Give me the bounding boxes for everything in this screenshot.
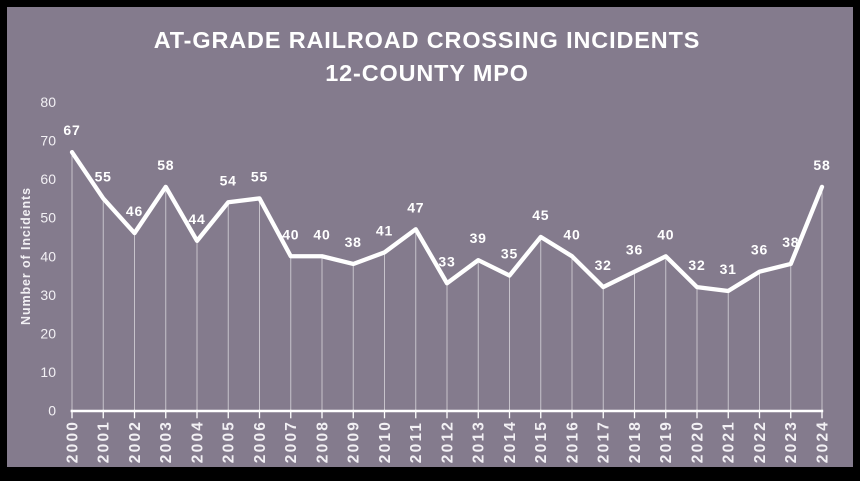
svg-text:2024: 2024 — [814, 420, 831, 463]
svg-text:2021: 2021 — [721, 420, 738, 463]
svg-text:2003: 2003 — [158, 420, 175, 463]
svg-text:2002: 2002 — [127, 420, 144, 463]
svg-text:39: 39 — [470, 230, 487, 246]
svg-text:32: 32 — [595, 257, 612, 273]
svg-text:2000: 2000 — [64, 420, 81, 463]
svg-text:2004: 2004 — [189, 420, 206, 463]
svg-text:20: 20 — [40, 325, 56, 341]
svg-text:70: 70 — [40, 133, 56, 149]
svg-text:80: 80 — [40, 94, 56, 110]
svg-text:33: 33 — [438, 253, 455, 269]
svg-text:2014: 2014 — [502, 420, 519, 463]
svg-text:0: 0 — [48, 403, 56, 419]
svg-text:40: 40 — [313, 226, 330, 242]
svg-text:AT-GRADE RAILROAD CROSSING INC: AT-GRADE RAILROAD CROSSING INCIDENTS — [154, 27, 701, 53]
svg-text:2013: 2013 — [471, 420, 488, 463]
svg-text:36: 36 — [751, 242, 768, 258]
svg-text:10: 10 — [40, 364, 56, 380]
svg-text:36: 36 — [626, 242, 643, 258]
svg-text:2018: 2018 — [627, 420, 644, 463]
svg-text:2016: 2016 — [564, 420, 581, 463]
svg-text:55: 55 — [95, 168, 112, 184]
svg-text:31: 31 — [720, 261, 737, 277]
svg-text:30: 30 — [40, 287, 56, 303]
svg-text:2010: 2010 — [377, 420, 394, 463]
svg-text:2009: 2009 — [346, 420, 363, 463]
svg-text:2008: 2008 — [314, 420, 331, 463]
svg-text:2022: 2022 — [752, 420, 769, 463]
svg-text:2012: 2012 — [439, 420, 456, 463]
svg-text:2023: 2023 — [783, 420, 800, 463]
svg-text:40: 40 — [282, 226, 299, 242]
svg-text:2001: 2001 — [96, 420, 113, 463]
svg-text:32: 32 — [688, 257, 705, 273]
svg-text:40: 40 — [563, 226, 580, 242]
svg-text:2011: 2011 — [408, 421, 425, 463]
svg-text:67: 67 — [63, 122, 80, 138]
svg-text:45: 45 — [532, 207, 549, 223]
svg-text:58: 58 — [813, 157, 830, 173]
svg-text:12-COUNTY MPO: 12-COUNTY MPO — [325, 60, 529, 86]
svg-text:2005: 2005 — [221, 420, 238, 463]
svg-text:55: 55 — [251, 168, 268, 184]
svg-text:54: 54 — [220, 172, 237, 188]
svg-text:2019: 2019 — [658, 420, 675, 463]
svg-text:35: 35 — [501, 246, 518, 262]
svg-text:38: 38 — [345, 234, 362, 250]
svg-text:2017: 2017 — [596, 420, 613, 463]
svg-text:38: 38 — [782, 234, 799, 250]
svg-text:47: 47 — [407, 199, 424, 215]
svg-text:44: 44 — [188, 211, 205, 227]
svg-text:40: 40 — [40, 248, 56, 264]
svg-text:50: 50 — [40, 210, 56, 226]
svg-text:40: 40 — [657, 226, 674, 242]
svg-text:60: 60 — [40, 171, 56, 187]
svg-text:2007: 2007 — [283, 420, 300, 463]
svg-text:58: 58 — [157, 157, 174, 173]
svg-text:2020: 2020 — [689, 420, 706, 463]
svg-text:2006: 2006 — [252, 420, 269, 463]
svg-text:41: 41 — [376, 222, 393, 238]
svg-text:2015: 2015 — [533, 420, 550, 463]
svg-text:46: 46 — [126, 203, 143, 219]
svg-text:Number of Incidents: Number of Incidents — [19, 187, 33, 325]
